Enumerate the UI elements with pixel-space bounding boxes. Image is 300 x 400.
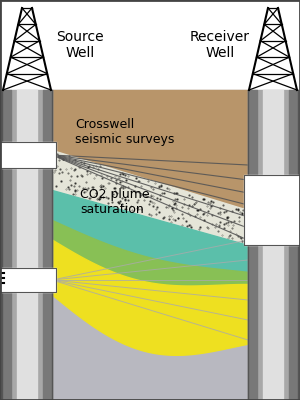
- Text: CO2 plume
saturation: CO2 plume saturation: [80, 188, 150, 216]
- Text: Receiver
Well: Receiver Well: [190, 30, 250, 60]
- Text: Source
Well: Source Well: [56, 30, 104, 60]
- Text: Crosswell
seismic surveys: Crosswell seismic surveys: [75, 118, 174, 146]
